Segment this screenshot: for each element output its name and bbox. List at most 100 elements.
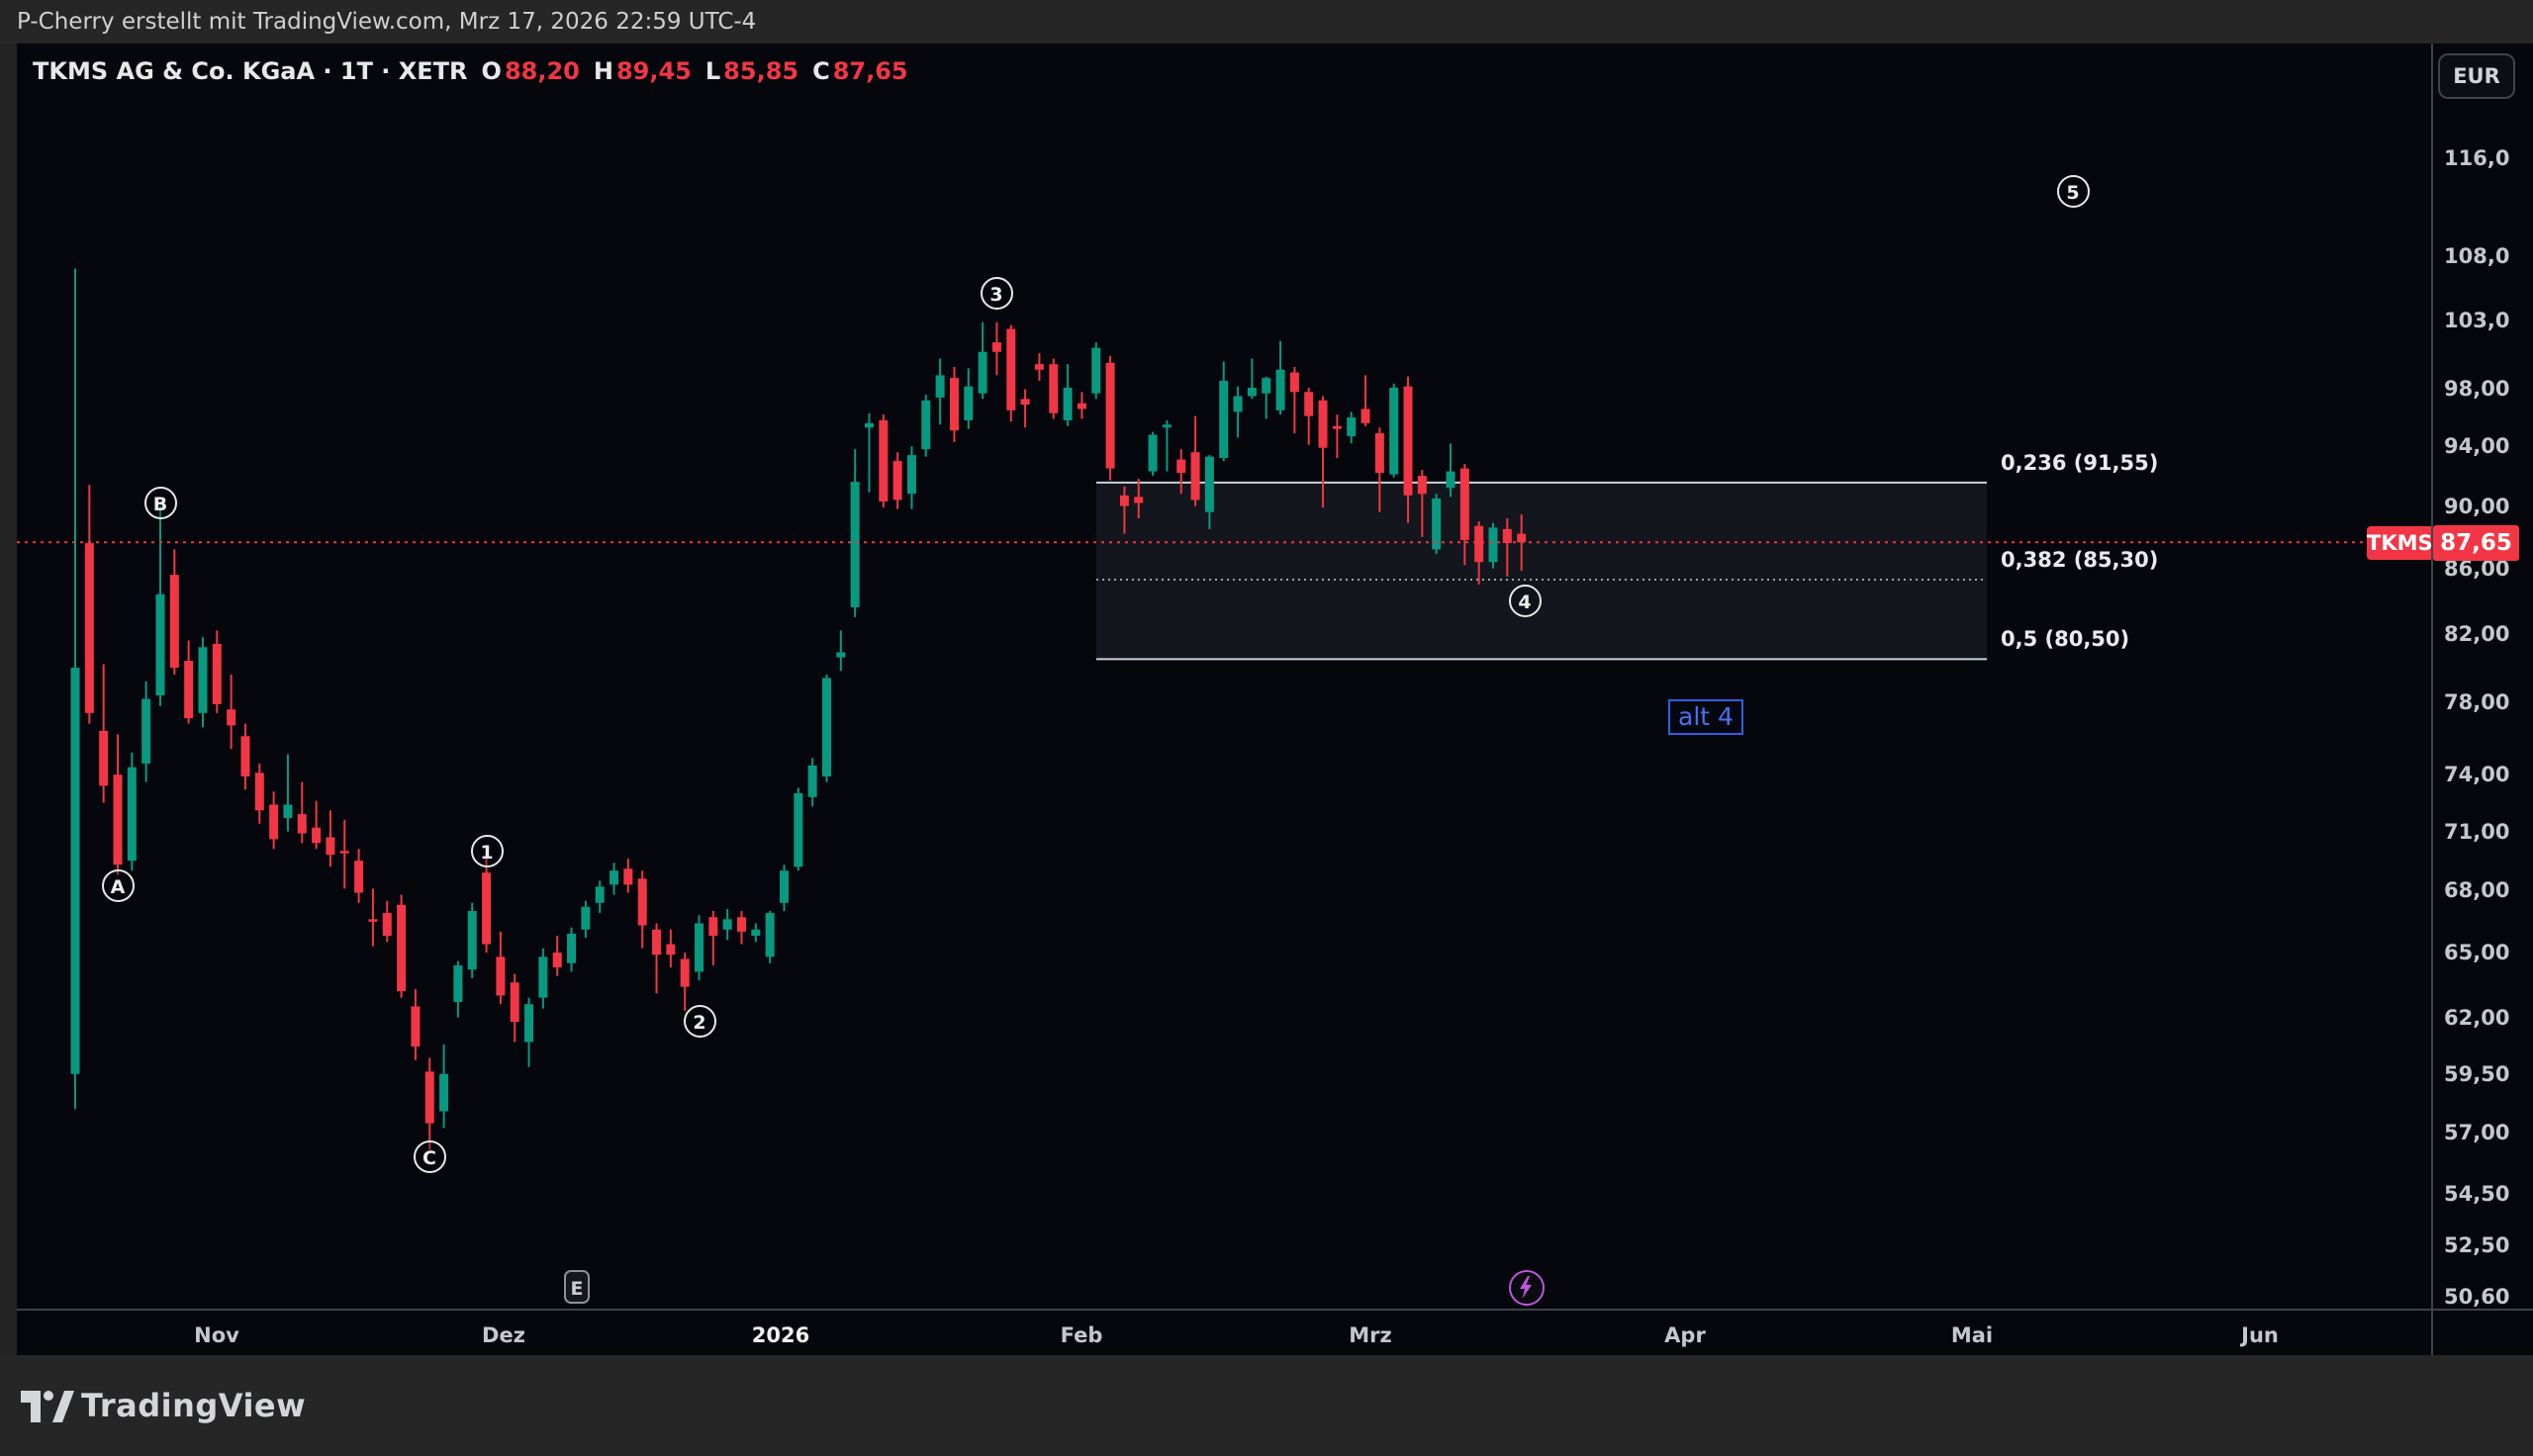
candle-body[interactable] [99,730,109,786]
candle-body[interactable] [794,793,803,867]
candle-body[interactable] [169,575,179,668]
candle-body[interactable] [339,851,349,854]
candle-body[interactable] [892,461,902,500]
candle-body[interactable] [496,956,506,996]
wave-label-4[interactable]: 4 [1508,584,1542,617]
wave-label-2[interactable]: 2 [683,1004,716,1038]
candle-body[interactable] [1474,525,1484,563]
candle-body[interactable] [1289,372,1299,393]
candle-body[interactable] [751,929,761,937]
wave-label-b[interactable]: B [143,486,177,519]
candle-body[interactable] [780,870,789,903]
candle-body[interactable] [680,958,690,987]
earnings-marker[interactable]: E [564,1270,590,1304]
candle-body[interactable] [155,593,165,696]
candle-body[interactable] [807,765,817,797]
chart-background[interactable] [17,44,2533,1355]
candle-body[interactable] [991,342,1001,352]
candle-body[interactable] [722,919,732,930]
candle-body[interactable] [864,422,874,428]
candle-body[interactable] [1446,471,1455,489]
candle-body[interactable] [1389,388,1399,475]
candle-body[interactable] [1275,369,1285,410]
candle-body[interactable] [1347,417,1357,436]
candle-body[interactable] [1360,409,1370,423]
candle-body[interactable] [482,872,492,945]
event-lightning-marker[interactable] [1509,1270,1545,1306]
candle-body[interactable] [623,868,633,885]
candle-body[interactable] [921,400,931,450]
candle-body[interactable] [227,709,236,726]
candle-body[interactable] [666,944,676,956]
candle-body[interactable] [1332,425,1342,429]
candle-body[interactable] [1517,533,1527,543]
candle-body[interactable] [368,919,378,922]
candle-body[interactable] [113,774,123,865]
candle-body[interactable] [84,543,94,713]
candle-body[interactable] [850,482,860,607]
candle-body[interactable] [906,455,916,495]
candle-body[interactable] [552,953,562,968]
candle-body[interactable] [1219,380,1229,459]
candle-body[interactable] [269,804,279,840]
candle-body[interactable] [538,956,548,998]
candle-body[interactable] [1262,378,1271,394]
candle-body[interactable] [212,643,222,704]
candle-body[interactable] [1190,452,1200,500]
candle-body[interactable] [1318,400,1328,448]
candle-body[interactable] [1374,433,1384,474]
candle-body[interactable] [1176,459,1186,474]
wave-label-1[interactable]: 1 [470,834,504,867]
candle-body[interactable] [1488,527,1498,563]
candle-body[interactable] [737,917,747,932]
candle-body[interactable] [184,661,194,719]
candle-body[interactable] [354,861,364,893]
alt4-text-annotation[interactable]: alt 4 [1668,699,1743,735]
candle-body[interactable] [424,1071,434,1124]
candle-body[interactable] [978,351,987,394]
candle-body[interactable] [935,375,945,398]
candle-body[interactable] [467,911,477,970]
candle-body[interactable] [637,878,647,926]
candle-body[interactable] [1233,396,1243,412]
candle-body[interactable] [382,913,392,937]
candle-body[interactable] [1247,388,1257,397]
candle-body[interactable] [297,814,307,834]
candle-body[interactable] [652,929,662,956]
candle-body[interactable] [254,773,264,811]
candle-body[interactable] [1119,495,1129,506]
candle-body[interactable] [1020,399,1030,406]
wave-label-c[interactable]: C [413,1139,446,1173]
candle-body[interactable] [567,933,577,963]
candle-body[interactable] [283,804,293,818]
candle-body[interactable] [1432,498,1442,550]
candle-body[interactable] [198,647,208,713]
candle-body[interactable] [397,904,407,992]
candle-body[interactable] [312,827,322,844]
candle-body[interactable] [1063,388,1073,420]
candle-body[interactable] [1105,362,1115,469]
candle-body[interactable] [141,698,151,764]
wave-label-3[interactable]: 3 [980,276,1013,310]
candle-body[interactable] [240,736,250,777]
candle-body[interactable] [610,870,619,885]
candle-body[interactable] [708,917,718,937]
candle-body[interactable] [1049,364,1059,413]
wave-label-a[interactable]: A [101,868,135,902]
candle-body[interactable] [1459,468,1469,540]
candle-body[interactable] [581,906,591,930]
candle-body[interactable] [439,1073,449,1112]
symbol-legend[interactable]: TKMS AG & Co. KGaA · 1T · XETR O 88,20 H 89,… [33,55,908,87]
symbol-title[interactable]: TKMS AG & Co. KGaA · 1T · XETR [33,57,468,85]
wave-label-5[interactable]: 5 [2056,174,2090,208]
candle-body[interactable] [879,419,889,501]
candle-body[interactable] [836,652,846,658]
candle-body[interactable] [695,923,704,972]
currency-button[interactable]: EUR [2438,53,2515,99]
candle-body[interactable] [70,667,80,1074]
candle-body[interactable] [1006,328,1016,410]
candle-body[interactable] [1204,456,1214,512]
candle-body[interactable] [524,1004,534,1043]
candle-body[interactable] [127,767,137,862]
candle-body[interactable] [326,837,335,856]
